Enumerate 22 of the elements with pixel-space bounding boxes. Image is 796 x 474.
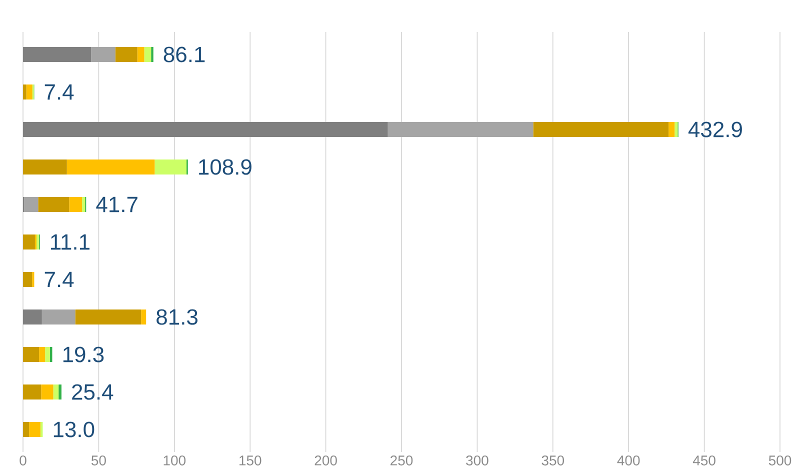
total-label: 19.3 xyxy=(63,346,104,362)
x-tick-label: 250 xyxy=(390,456,413,466)
total-label: 7.4 xyxy=(44,272,74,288)
total-label: 81.3 xyxy=(156,309,198,325)
x-tick-label: 450 xyxy=(692,456,716,466)
x-tick-label: 200 xyxy=(314,456,337,466)
total-label: 41.7 xyxy=(96,196,138,212)
x-tick-label: 50 xyxy=(91,456,106,466)
x-tick-label: 300 xyxy=(466,456,488,466)
x-tick-label: 500 xyxy=(768,456,792,466)
x-tick-label: 0 xyxy=(20,456,26,466)
total-label: 86.1 xyxy=(164,46,205,62)
x-tick-label: 400 xyxy=(617,456,640,466)
total-label: 7.4 xyxy=(44,84,74,100)
x-tick-label: 150 xyxy=(239,456,262,466)
total-label: 25.4 xyxy=(72,384,114,400)
x-tick-label: 350 xyxy=(542,456,564,466)
x-tick-label: 100 xyxy=(164,456,186,466)
total-label: 432.9 xyxy=(688,122,742,138)
total-label: 11.1 xyxy=(51,234,90,250)
total-label: 13.0 xyxy=(54,422,94,438)
total-label: 108.9 xyxy=(199,159,252,175)
